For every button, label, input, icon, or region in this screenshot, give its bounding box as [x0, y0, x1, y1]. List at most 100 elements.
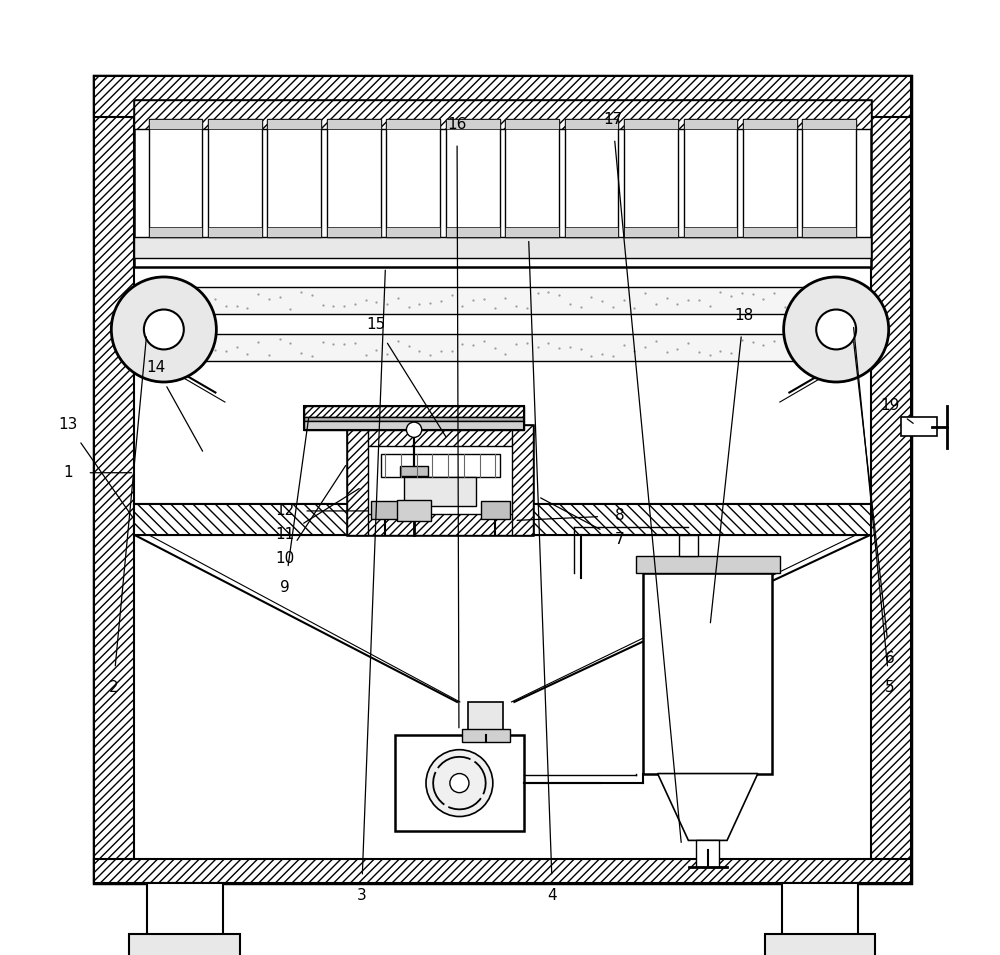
Text: 10: 10	[275, 551, 295, 566]
Circle shape	[450, 774, 469, 793]
Bar	[94, 76, 134, 883]
Bar	[327, 119, 381, 237]
Bar	[208, 119, 262, 129]
Bar	[565, 119, 618, 237]
Bar	[134, 504, 871, 535]
Bar	[462, 729, 510, 742]
Bar	[743, 119, 797, 237]
Text: 13: 13	[59, 417, 78, 433]
Text: 7: 7	[615, 532, 624, 547]
Bar	[400, 466, 428, 476]
Bar	[304, 406, 524, 416]
Bar	[624, 119, 678, 237]
Bar	[94, 76, 911, 883]
Bar	[802, 119, 856, 237]
Bar	[468, 702, 503, 731]
Bar	[267, 227, 321, 237]
Bar	[636, 556, 780, 573]
Bar	[404, 478, 476, 506]
Bar	[327, 119, 381, 129]
Bar	[267, 119, 321, 129]
Bar	[624, 227, 678, 237]
Bar	[624, 119, 678, 129]
Bar	[397, 500, 431, 521]
Bar	[208, 227, 262, 237]
Text: 5: 5	[885, 680, 894, 695]
Bar	[149, 227, 202, 237]
Bar	[386, 227, 440, 237]
Text: 18: 18	[734, 308, 753, 323]
Bar	[446, 119, 500, 129]
Bar	[94, 860, 911, 883]
Bar	[347, 425, 533, 446]
Bar	[446, 227, 500, 237]
Bar	[765, 934, 875, 955]
Text: 14: 14	[147, 360, 166, 375]
Bar	[743, 119, 797, 129]
Bar	[386, 119, 440, 129]
Bar	[347, 514, 533, 535]
Bar	[679, 535, 698, 556]
Bar	[395, 735, 524, 831]
Bar	[371, 501, 400, 519]
Bar	[446, 119, 500, 237]
Bar	[381, 454, 500, 478]
Circle shape	[816, 309, 856, 350]
Bar	[696, 840, 719, 867]
Circle shape	[784, 277, 889, 382]
Bar	[481, 501, 510, 519]
Text: 2: 2	[108, 680, 118, 695]
Bar	[505, 119, 559, 237]
Bar	[149, 119, 202, 129]
Bar	[565, 119, 618, 129]
Bar	[149, 119, 202, 237]
Bar	[871, 76, 911, 883]
Text: 19: 19	[880, 398, 899, 414]
Bar	[643, 573, 772, 774]
Text: 8: 8	[615, 508, 624, 523]
Bar	[565, 227, 618, 237]
Text: 12: 12	[275, 503, 295, 519]
Circle shape	[144, 309, 184, 350]
Text: 11: 11	[275, 527, 295, 542]
Text: 3: 3	[357, 888, 366, 903]
Text: 17: 17	[603, 112, 622, 127]
Circle shape	[406, 422, 422, 437]
Bar	[134, 100, 871, 267]
Bar	[129, 934, 240, 955]
Bar	[304, 421, 524, 430]
Bar	[512, 425, 533, 535]
Polygon shape	[658, 774, 758, 840]
Text: 16: 16	[447, 117, 467, 132]
Bar	[267, 119, 321, 237]
Bar	[347, 425, 368, 535]
Bar	[802, 227, 856, 237]
Bar	[304, 416, 524, 421]
Bar	[505, 119, 559, 129]
Bar	[147, 883, 223, 936]
Text: 1: 1	[64, 465, 73, 480]
Text: 4: 4	[548, 888, 557, 903]
Bar	[134, 237, 871, 258]
Bar	[684, 227, 737, 237]
Text: 6: 6	[885, 651, 895, 667]
Bar	[164, 334, 836, 361]
Text: 15: 15	[366, 317, 385, 332]
Bar	[743, 227, 797, 237]
Circle shape	[426, 750, 493, 817]
Bar	[304, 406, 524, 430]
Bar	[782, 883, 858, 936]
Bar	[505, 227, 559, 237]
Bar	[386, 119, 440, 237]
Bar	[164, 286, 836, 313]
Bar	[94, 76, 911, 117]
Bar	[684, 119, 737, 129]
Bar	[347, 425, 533, 535]
Bar	[684, 119, 737, 237]
Bar	[327, 227, 381, 237]
Bar	[208, 119, 262, 237]
Bar	[901, 417, 937, 436]
Text: 9: 9	[280, 580, 290, 595]
Circle shape	[111, 277, 216, 382]
Bar	[802, 119, 856, 129]
